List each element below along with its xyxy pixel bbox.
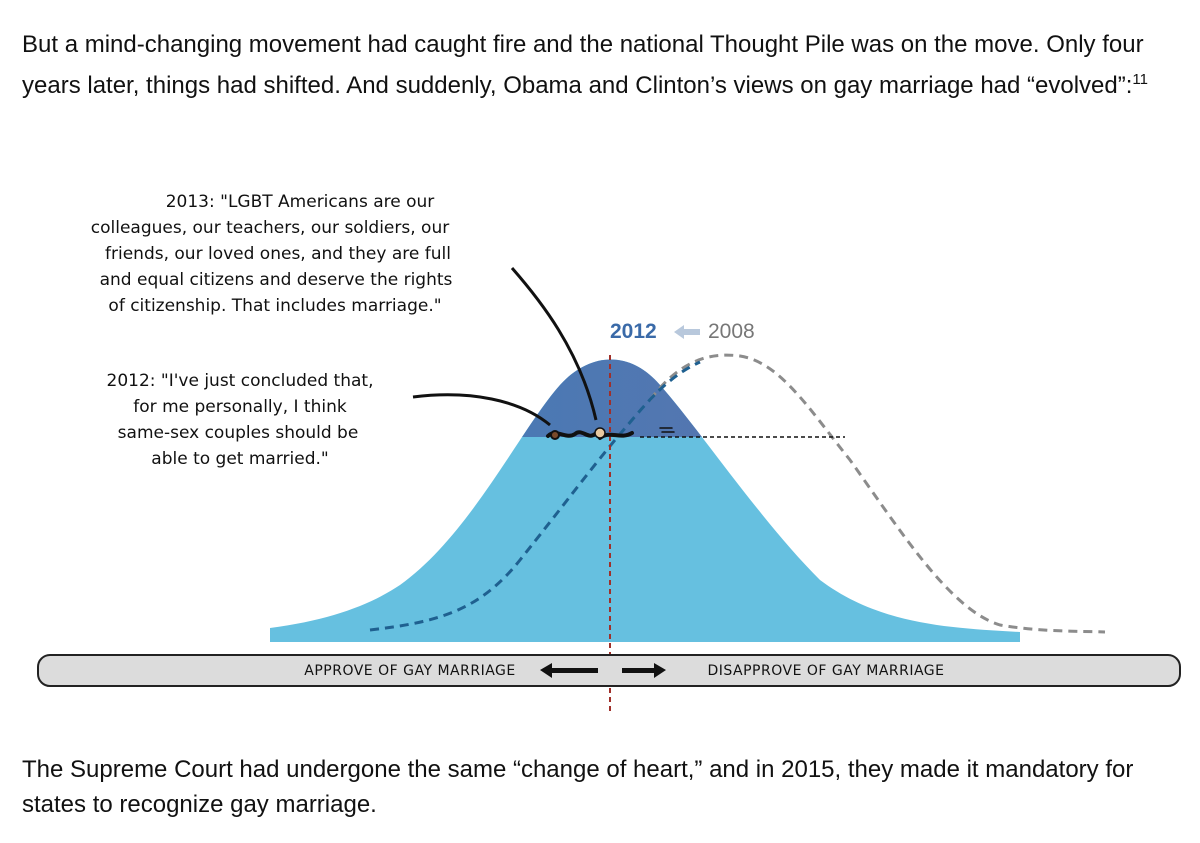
quote-2013-line: colleagues, our teachers, our soldiers, … [91,218,449,238]
quote-2013: 2013: "LGBT Americans are our colleagues… [91,192,453,316]
arrow-left-icon [540,663,598,678]
quote-2013-line: 2013: "LGBT Americans are our [166,192,435,212]
figures-scribble [546,427,675,440]
quote-2013-line: and equal citizens and deserve the right… [100,270,453,290]
closing-paragraph: The Supreme Court had undergone the same… [22,756,1134,818]
intro-paragraph: But a mind-changing movement had caught … [22,27,1182,103]
year-2012-label: 2012 [610,320,657,343]
quote-2013-line: friends, our loved ones, and they are fu… [105,244,451,264]
pointer-line-2012 [412,393,551,427]
quote-2012: 2012: "I've just concluded that, for me … [107,371,374,469]
intro-text: But a mind-changing movement had caught … [22,31,1144,99]
thought-pile-top [522,359,702,437]
year-2008-label: 2008 [708,320,755,343]
arrow-right-icon [622,663,666,678]
quote-2013-line: of citizenship. That includes marriage." [108,296,441,316]
arrow-left-icon [674,325,700,339]
disapprove-label: DISAPPROVE OF GAY MARRIAGE [707,663,944,679]
curve-2012-dashed [369,360,701,632]
pointer-line-2013 [510,267,598,421]
approve-label: APPROVE OF GAY MARRIAGE [304,663,515,679]
quote-2012-line: 2012: "I've just concluded that, [107,371,374,391]
approval-axis-bar [37,654,1181,687]
quote-2012-line: able to get married." [151,449,328,469]
thought-pile-2012 [270,359,1020,642]
footnote-ref[interactable]: 11 [1132,71,1148,88]
quote-2012-line: for me personally, I think [133,397,347,417]
quote-2012-line: same-sex couples should be [118,423,359,443]
